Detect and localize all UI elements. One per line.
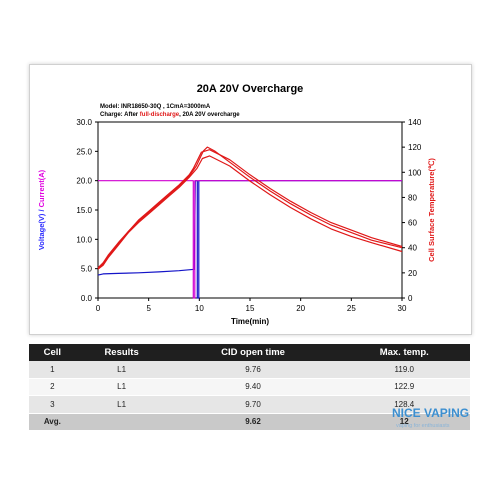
series-line-1 <box>97 180 402 299</box>
cell-number: 1 <box>29 361 76 379</box>
y-left-axis-label: Voltage(V) / Current(A) <box>37 169 46 250</box>
charge-prefix: Charge: After <box>100 112 140 118</box>
cell-max-temp: 119.0 <box>338 361 470 379</box>
x-tick-label: 5 <box>146 304 151 313</box>
y-right-tick-label: 0 <box>408 294 413 303</box>
y-right-tick-label: 140 <box>408 118 422 127</box>
watermark-tagline: vaping for enthusiasts <box>396 423 450 429</box>
overcharge-chart: 0 5 10 15 20 25 30 0.0 5.0 10.0 15.0 20.0 25.0 30.0 0 2… <box>37 83 436 326</box>
avg-cid-time: 9.62 <box>167 413 339 431</box>
cell-max-temp: 128.4 <box>338 395 470 414</box>
y-left-tick-label: 20.0 <box>76 177 92 186</box>
y-right-tick-label: 40 <box>408 244 417 253</box>
y-right-tick-label: 20 <box>408 269 417 278</box>
header-cell: Cell <box>29 344 76 361</box>
x-tick-label: 25 <box>347 304 356 313</box>
cell-cid-time: 9.40 <box>167 378 339 396</box>
nice-vaping-watermark-logo: NICE VAPING vaping for enthusiasts <box>392 406 469 429</box>
y-left-tick-label: 0.0 <box>81 294 93 303</box>
charge-highlight: full-discharge <box>140 112 180 118</box>
y-left-tick-label: 5.0 <box>81 265 93 274</box>
table-row: 3 L1 9.70 128.4 <box>29 395 470 414</box>
y-right-tick-label: 60 <box>408 219 417 228</box>
chart-panel: 0 5 10 15 20 25 30 0.0 5.0 10.0 15.0 20.0 25.0 30.0 0 2… <box>29 64 472 335</box>
x-tick-label: 20 <box>296 304 305 313</box>
cell-number: 3 <box>29 395 76 414</box>
watermark-brand: NICE VAPING <box>392 406 469 420</box>
y-right-tick-label: 120 <box>408 143 422 152</box>
header-cid-open-time: CID open time <box>167 344 339 361</box>
y-right-axis-label: Cell Surface Temperature(℃) <box>427 158 436 262</box>
chart-title: 20A 20V Overcharge <box>197 83 304 95</box>
cell-max-temp: 122.9 <box>338 378 470 396</box>
header-max-temp: Max. temp. <box>338 344 470 361</box>
cell-result: L1 <box>75 361 168 379</box>
plot-frame <box>97 121 403 299</box>
x-tick-label: 10 <box>195 304 204 313</box>
x-tick-label: 15 <box>246 304 255 313</box>
cell-number: 2 <box>29 378 76 396</box>
model-info: Model: INR18650-30Q , 1CmA=3000mA <box>100 104 211 110</box>
cell-result: L1 <box>75 378 168 396</box>
avg-max-temp: 12 <box>338 413 470 431</box>
avg-result <box>75 413 168 431</box>
results-table: Cell Results CID open time Max. temp. 1 … <box>29 344 470 431</box>
series-line-2 <box>98 180 402 299</box>
x-axis-label: Time(min) <box>231 317 269 326</box>
avg-label: Avg. <box>29 413 76 431</box>
charge-suffix: , 20A 20V overcharge <box>179 112 240 118</box>
header-results: Results <box>75 344 168 361</box>
x-tick-label: 0 <box>96 304 101 313</box>
y-right-tick-label: 80 <box>408 193 417 202</box>
table-header-row: Cell Results CID open time Max. temp. <box>29 344 470 361</box>
y-left-tick-label: 15.0 <box>76 206 92 215</box>
y-left-label-part-3: Current(A) <box>37 169 46 207</box>
series-line-4 <box>97 149 403 270</box>
series-line-3 <box>97 155 403 270</box>
cell-cid-time: 9.70 <box>167 395 339 414</box>
charge-info: Charge: After full-discharge, 20A 20V ov… <box>100 112 240 118</box>
x-tick-label: 30 <box>398 304 407 313</box>
cell-cid-time: 9.76 <box>167 361 339 379</box>
series-line-5 <box>97 146 403 269</box>
y-left-label-part-2: / <box>37 207 46 213</box>
y-left-tick-label: 10.0 <box>76 235 92 244</box>
y-left-label-part-1: Voltage(V) <box>37 213 46 250</box>
table-row: 1 L1 9.76 119.0 <box>29 361 470 379</box>
y-left-tick-label: 30.0 <box>76 118 92 127</box>
table-row: 2 L1 9.40 122.9 <box>29 378 470 396</box>
y-left-tick-label: 25.0 <box>76 147 92 156</box>
average-row: Avg. 9.62 12 <box>29 413 470 431</box>
y-right-tick-label: 100 <box>408 168 422 177</box>
cell-result: L1 <box>75 395 168 414</box>
